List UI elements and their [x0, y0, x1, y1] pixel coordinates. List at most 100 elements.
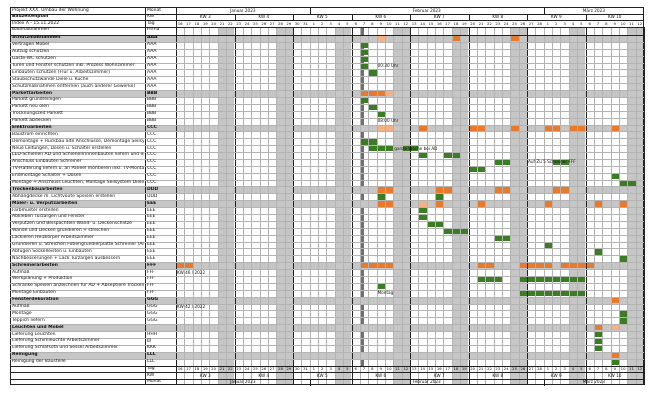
- day-label: 17: [445, 20, 451, 26]
- tag-label: Tag: [147, 20, 155, 26]
- gantt-bar: [376, 187, 394, 193]
- task-label: Demontage + Rückbau alte Anschlüsse, Dem…: [12, 138, 144, 144]
- grid-hline: [10, 62, 644, 64]
- grid-hline: [10, 152, 644, 154]
- gantt-bar: [426, 221, 444, 228]
- task-label: Staubschutzwände Diele u. Küche: [12, 76, 89, 82]
- day-label: 11: [395, 20, 400, 26]
- day-label: 26: [261, 366, 267, 371]
- grid-hline: [10, 158, 644, 160]
- grid-hline: [10, 179, 644, 181]
- firma-label: Firma: [147, 27, 160, 32]
- grid-hline: [10, 351, 644, 353]
- day-label: 10: [620, 20, 626, 26]
- gantt-bar: [359, 90, 385, 97]
- day-label: 10: [620, 366, 626, 371]
- grid-hline: [10, 331, 644, 333]
- day-label: 19: [461, 366, 467, 371]
- grid-hline: [10, 372, 644, 373]
- grid-vline: [326, 26, 328, 385]
- day-label: 19: [202, 366, 208, 371]
- day-label: 27: [528, 20, 534, 26]
- firma-cell: EEE: [147, 200, 157, 206]
- grid-vline: [401, 26, 403, 385]
- grid-hline: [10, 7, 644, 8]
- grid-vline: [593, 26, 595, 385]
- week-label: KW 9: [550, 14, 562, 19]
- day-label: 18: [453, 366, 459, 371]
- grid-hline: [10, 378, 644, 380]
- gantt-bar: [593, 331, 603, 338]
- grid-vline: [234, 14, 236, 21]
- day-label: 11: [629, 366, 634, 371]
- grid-vline: [293, 372, 294, 379]
- day-label: 14: [420, 20, 425, 26]
- week-label: KW 9: [550, 372, 562, 378]
- gantt-bar: [418, 207, 427, 214]
- task-label: Einbauten schützen (Flur u. Arbeitszimme…: [12, 69, 111, 75]
- grid-vline: [351, 14, 353, 21]
- day-label: 9: [379, 20, 382, 26]
- task-label: Schutzmaßnahmen entfernen (auch anderer …: [12, 83, 136, 89]
- gantt-bar: [593, 338, 603, 345]
- gantt-bar: [368, 70, 377, 76]
- gantt-bar: [418, 152, 427, 159]
- gantt-bar: [610, 359, 619, 365]
- week-label: KW 7: [433, 14, 445, 19]
- firma-cell: CCC: [147, 152, 157, 158]
- task-label: Türen und Fenster schützen inkl. Prozess…: [12, 62, 135, 68]
- gantt-bar: [568, 125, 586, 131]
- grid-vline: [643, 7, 644, 385]
- grid-vline: [585, 26, 587, 385]
- grid-vline: [293, 14, 294, 21]
- task-label: Verputzen und Beispachteln Wand- u. Deck…: [12, 221, 132, 227]
- gantt-bar: [359, 262, 394, 269]
- firma-cell: GGG: [147, 303, 158, 309]
- day-label: 16: [177, 20, 183, 26]
- month-label: Februar 2023: [412, 379, 441, 384]
- day-label: 25: [512, 20, 517, 26]
- kw-label: KW: [147, 14, 155, 19]
- day-label: 2: [321, 20, 324, 26]
- day-label: 18: [194, 20, 200, 26]
- firma-cell: DDD: [147, 193, 158, 199]
- day-label: 5: [580, 20, 583, 26]
- day-label: 24: [244, 20, 250, 26]
- tag-label: Tag: [147, 366, 155, 371]
- week-label: KW 6: [375, 14, 387, 19]
- gantt-bar: [376, 35, 385, 42]
- gantt-note: KW 42 / 2022: [177, 303, 206, 309]
- week-label: KW 7: [433, 372, 445, 378]
- grid-hline: [10, 207, 644, 209]
- grid-hline: [10, 365, 644, 367]
- day-label: 13: [411, 366, 417, 371]
- day-label: 16: [436, 20, 442, 26]
- firma-cell: FFF: [147, 262, 157, 268]
- grid-hline: [10, 165, 644, 167]
- grid-hline: [10, 269, 644, 271]
- firma-cell: JJJ: [147, 338, 151, 344]
- grid-hline: [10, 289, 644, 291]
- day-label: 27: [269, 366, 275, 371]
- grid-hline: [10, 172, 644, 174]
- firma-cell: FFF: [147, 290, 155, 296]
- index-label: Index A - 15.11.2022: [12, 20, 60, 26]
- grid-vline: [192, 26, 194, 385]
- grid-vline: [527, 26, 528, 385]
- day-label: 2: [321, 366, 324, 371]
- gantt-bar: [476, 262, 494, 269]
- day-label: 29: [286, 366, 292, 371]
- day-label: 23: [495, 366, 501, 371]
- task-label: Montage: [12, 310, 32, 316]
- task-label: Wände und Decken grundieren + streichen: [12, 228, 110, 234]
- day-label: 29: [286, 20, 292, 26]
- firma-cell: BBB: [147, 104, 157, 110]
- task-label: Lieferung Schimleuchte Arbeitszimmer: [12, 338, 100, 344]
- grid-hline: [10, 13, 644, 15]
- gantt-bar: [618, 311, 628, 317]
- day-label: 3: [563, 366, 566, 371]
- grid-vline: [209, 26, 211, 385]
- grid-hline: [10, 241, 644, 243]
- day-label: 8: [605, 366, 608, 371]
- grid-hline: [10, 20, 644, 21]
